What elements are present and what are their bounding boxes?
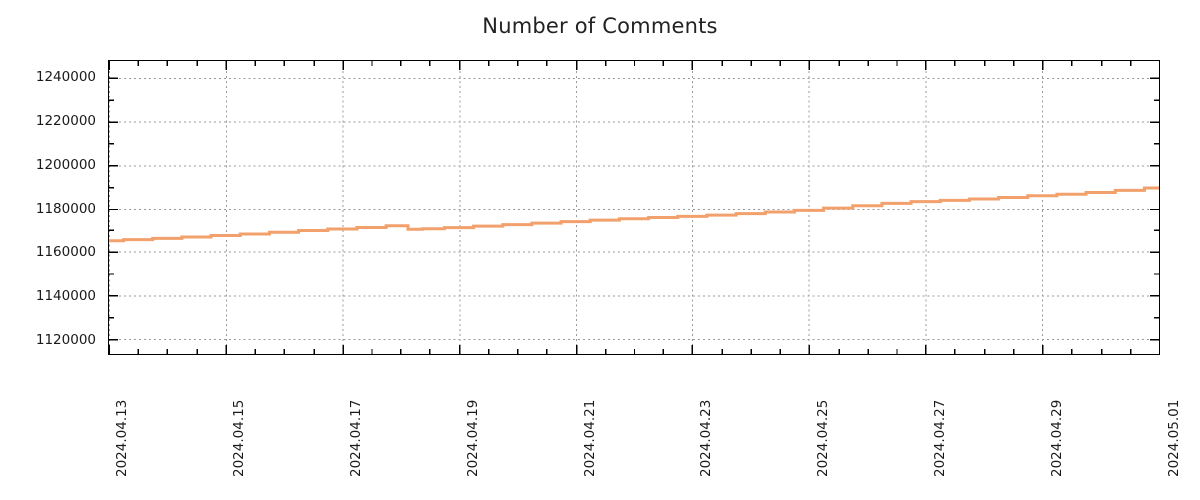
y-axis-tick-label: 1140000: [35, 288, 96, 304]
plot-area: [108, 60, 1160, 355]
x-axis-tick-label: 2024.04.21: [581, 399, 598, 477]
y-axis-tick-label: 1220000: [35, 113, 96, 130]
x-axis-tick-label: 2024.04.17: [347, 399, 364, 477]
x-axis-tick-label: 2024.04.19: [464, 399, 481, 477]
y-axis-tick-label: 1120000: [35, 331, 96, 348]
x-axis-tick-label: 2024.04.15: [230, 399, 247, 477]
x-axis-tick-label: 2024.04.23: [698, 399, 715, 477]
y-axis-tick-label: 1240000: [35, 69, 96, 86]
x-axis-tick-label: 2024.04.27: [932, 399, 949, 477]
x-axis-tick-label: 2024.05.01: [1166, 399, 1182, 477]
chart-title: Number of Comments: [482, 14, 718, 38]
series-line: [109, 61, 1159, 354]
x-axis-tick-label: 2024.04.29: [1049, 399, 1066, 477]
y-axis-tick-label: 1160000: [35, 244, 96, 261]
grid-lines: [109, 61, 1159, 354]
x-axis-tick-label: 2024.04.13: [114, 399, 130, 477]
y-axis-tick-label: 1200000: [35, 156, 96, 173]
x-axis-tick-label: 2024.04.25: [815, 399, 832, 477]
y-axis-tick-label: 1180000: [35, 200, 96, 217]
